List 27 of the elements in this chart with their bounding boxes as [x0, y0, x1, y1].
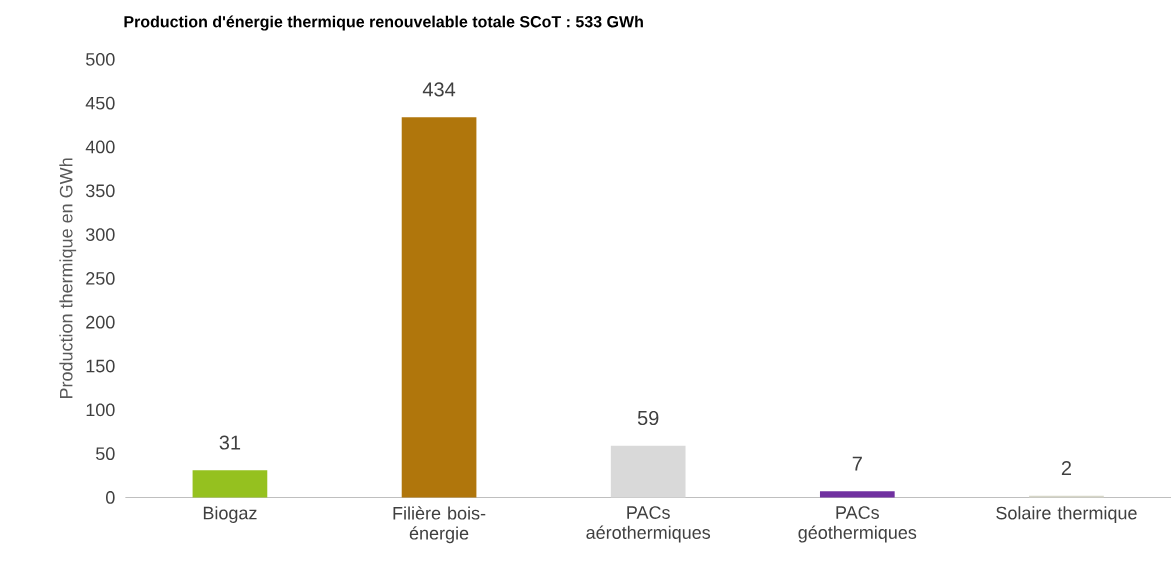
y-axis-title: Production thermique en GWh — [59, 158, 77, 399]
data-label: 59 — [637, 410, 659, 426]
y-tick-label: 300 — [85, 228, 115, 242]
chart-title: Production d'énergie thermique renouvelable totale SCoT : 533 GWh — [124, 15, 643, 31]
x-tick-label: Solaire thermique — [996, 506, 1137, 524]
bar — [819, 491, 895, 498]
y-tick-label: 0 — [106, 491, 115, 504]
x-tick-label: Biogaz — [203, 506, 257, 524]
bar — [610, 445, 686, 498]
x-tick-label: PACs aérothermiques — [586, 506, 711, 543]
y-tick-label: 50 — [96, 447, 115, 461]
data-label: 7 — [852, 456, 862, 471]
y-tick-label: 100 — [86, 403, 115, 417]
y-tick-label: 450 — [85, 96, 115, 110]
y-tick-label: 200 — [86, 315, 115, 329]
y-tick-label: 250 — [86, 272, 115, 285]
data-label: 2 — [1061, 461, 1071, 476]
x-tick-label: PACs géothermiques — [798, 506, 917, 543]
bar — [192, 470, 268, 498]
y-tick-label: 350 — [85, 184, 115, 198]
data-label: 31 — [219, 435, 241, 450]
y-tick-label: 150 — [86, 359, 115, 373]
bar — [401, 117, 477, 498]
x-tick-label: Filière bois-énergie — [393, 506, 486, 544]
data-label: 434 — [422, 82, 456, 97]
y-tick-label: 400 — [85, 140, 115, 154]
y-tick-label: 500 — [85, 53, 115, 66]
